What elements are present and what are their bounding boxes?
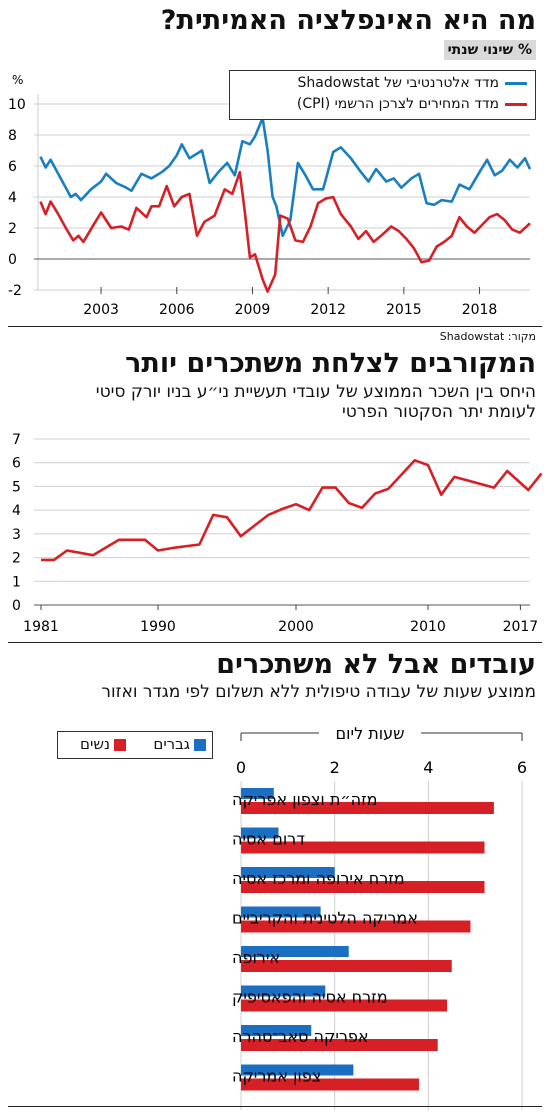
x-tick-label: 2010: [410, 619, 446, 635]
divider: [8, 642, 542, 643]
legend-entry-shadowstat: מדד אלטרנטיבי של Shadowstat: [298, 75, 527, 91]
x-tick-label: 1990: [140, 619, 176, 635]
x-tick-label: 2003: [83, 302, 119, 318]
gender-legend: גברים נשים: [57, 731, 213, 759]
legend-swatch-men: [194, 738, 206, 751]
axis-title-hours: שעות ליום: [336, 724, 405, 743]
securities-subtitle-line1: היחס בין השכר הממוצע של עובדי תעשיית ני״…: [95, 382, 536, 402]
x-tick-label: 2015: [386, 302, 422, 318]
bar-men: [241, 827, 279, 839]
legend-entry-men: גברים: [153, 735, 206, 753]
shadowstat-series-line: [39, 116, 532, 238]
inflation-title: מה היא האינפלציה האמיתית?: [160, 5, 536, 36]
legend-entry-cpi: מדד המחירים לצרכן הרשמי (CPI): [297, 96, 527, 112]
bar-women: [241, 802, 494, 814]
annual-change-badge: % שינוי שנתי: [443, 40, 536, 60]
divider: [8, 326, 542, 327]
legend-label-shadowstat: מדד אלטרנטיבי של Shadowstat: [297, 75, 499, 91]
bar-men: [241, 1064, 354, 1076]
y-tick-label: 3: [12, 527, 21, 543]
x-tick-label: 1981: [23, 619, 59, 635]
y-tick-label: -2: [8, 283, 22, 299]
bar-women: [241, 920, 471, 933]
bar-men: [241, 1025, 312, 1036]
x-tick-label: 2006: [159, 302, 195, 318]
legend-label-women: נשים: [80, 735, 110, 753]
y-tick-label: 2: [8, 221, 17, 237]
category-label: אמריקה הלטינית והקריביים: [232, 909, 418, 928]
x-tick-label: 2009: [235, 302, 271, 318]
x-tick-label: 4: [423, 758, 433, 777]
y-tick-label: 7: [12, 432, 21, 448]
y-tick-label: 4: [8, 190, 17, 206]
x-tick-label: 2018: [462, 302, 498, 318]
y-tick-label: 6: [8, 159, 17, 175]
y-unit-label: %: [12, 73, 23, 87]
category-label: אירופה: [232, 948, 280, 967]
category-label: צפון אמריקה: [232, 1067, 321, 1086]
x-tick-label: 2012: [310, 302, 346, 318]
x-tick-label: 2017: [503, 619, 539, 635]
y-tick-label: 1: [12, 574, 21, 590]
wage-ratio-chart: 0 1 2 3 4 5 6 7 1981 1990 2000 2010 2017: [12, 432, 543, 635]
x-tick-label: 0: [236, 758, 246, 777]
y-tick-label: 0: [8, 252, 17, 268]
y-tick-label: 5: [12, 479, 21, 495]
y-tick-label: 10: [8, 97, 26, 113]
legend-label-cpi: מדד המחירים לצרכן הרשמי (CPI): [296, 96, 499, 112]
legend-swatch-blue: [505, 81, 527, 85]
category-label: מזה״ת וצפון אפריקה: [232, 790, 378, 809]
securities-subtitle-line2: לעומת יתר הסקטור הפרטי: [341, 402, 536, 422]
x-tick-label: 2000: [278, 619, 314, 635]
unpaid-work-title: עובדים אבל לא משתכרים: [216, 649, 536, 680]
cpi-series-line: [39, 170, 531, 293]
bar-women: [241, 881, 485, 893]
category-label: מזרח אירופה ומרכז אסיה: [232, 869, 405, 888]
legend-swatch-women: [114, 738, 126, 751]
legend-label-men: גברים: [153, 735, 190, 753]
bar-women: [241, 841, 485, 854]
unpaid-work-chart: 0 2 4 6 מזה״ת וצפון אפריקה דרום אסיה מזרח איר…: [232, 723, 527, 1110]
x-tick-label: 6: [517, 758, 527, 777]
bar-women: [241, 1078, 419, 1091]
inflation-legend: מדד אלטרנטיבי של Shadowstat מדד המחירים …: [229, 70, 536, 120]
axis-title-bg: [319, 723, 421, 743]
bar-women: [241, 960, 452, 972]
bar-men: [241, 788, 274, 799]
bar-women: [241, 1039, 438, 1051]
x-tick-label: 2: [330, 758, 340, 777]
y-tick-label: 8: [8, 128, 17, 144]
inflation-chart: -2 0 2 4 6 8 10 2003 2006 2009 2012 2015 2018 %: [8, 73, 532, 318]
securities-title: המקורבים לצלחת משתכרים יותר: [125, 348, 536, 379]
legend-swatch-red: [505, 102, 527, 106]
source-note: מקור: Shadowstat: [439, 330, 536, 343]
category-label: אפריקה סאב־סהרה: [232, 1027, 369, 1046]
bar-men: [241, 867, 335, 878]
bar-men: [241, 985, 326, 997]
y-tick-label: 0: [12, 598, 21, 614]
wage-ratio-series-line: [41, 459, 543, 562]
divider: [8, 1106, 542, 1107]
category-label: דרום אסיה: [232, 830, 305, 849]
bar-men: [241, 906, 321, 918]
category-label: מזרח אסיה והפאסיפיק: [232, 988, 388, 1007]
y-tick-label: 4: [12, 503, 21, 519]
bar-men: [241, 946, 349, 957]
y-tick-label: 2: [12, 551, 21, 567]
y-tick-label: 6: [12, 456, 21, 472]
legend-entry-women: נשים: [80, 735, 126, 753]
bar-women: [241, 999, 448, 1012]
unpaid-work-subtitle: ממוצע שעות של עבודה טיפולית ללא תשלום לפ…: [101, 682, 536, 702]
